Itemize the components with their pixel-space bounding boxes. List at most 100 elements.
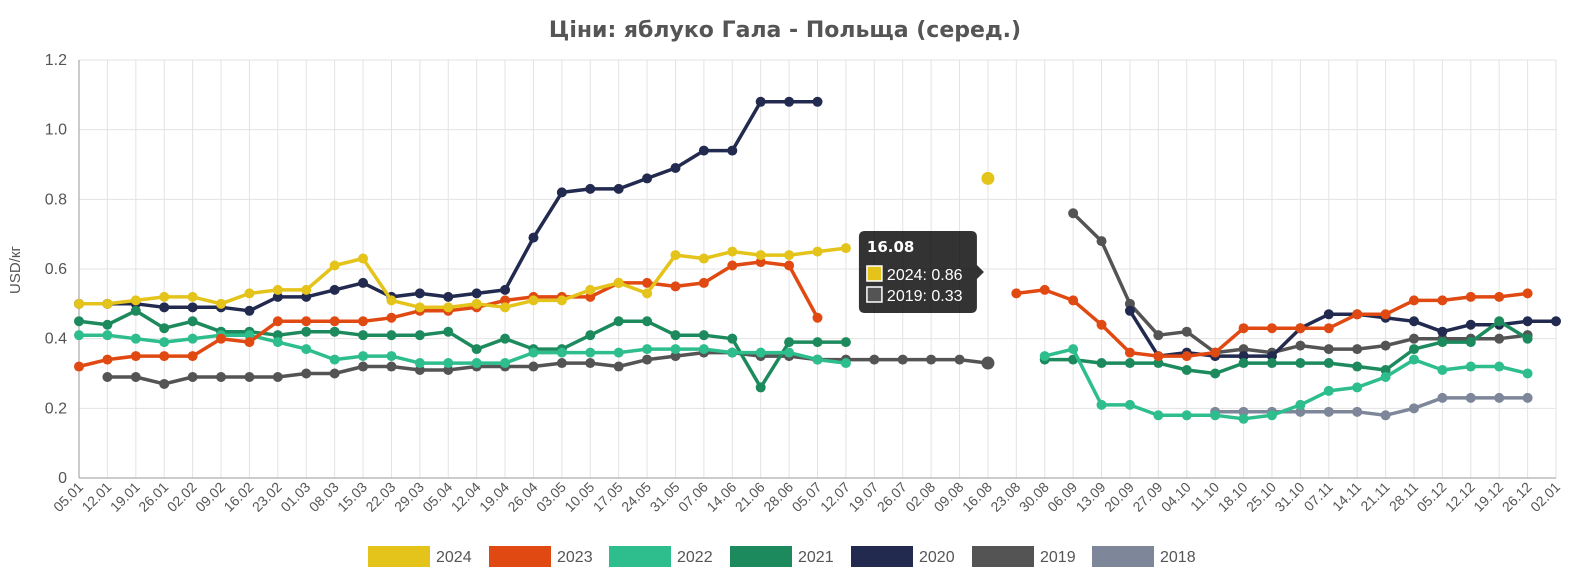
data-point-2024[interactable] bbox=[358, 253, 369, 264]
data-point-2020[interactable] bbox=[1522, 316, 1533, 327]
data-point-2021[interactable] bbox=[1153, 358, 1164, 369]
data-point-2019[interactable] bbox=[1494, 333, 1505, 344]
data-point-2021[interactable] bbox=[500, 333, 511, 344]
data-point-2021[interactable] bbox=[1494, 316, 1505, 327]
data-point-2020[interactable] bbox=[755, 96, 766, 107]
data-point-2019[interactable] bbox=[159, 378, 170, 389]
data-point-2021[interactable] bbox=[613, 316, 624, 327]
data-point-2024[interactable] bbox=[670, 250, 681, 261]
data-point-2023[interactable] bbox=[500, 295, 511, 306]
data-point-2021[interactable] bbox=[585, 330, 596, 341]
data-point-2023[interactable] bbox=[358, 316, 369, 327]
data-point-2022[interactable] bbox=[840, 358, 851, 369]
data-point-2023[interactable] bbox=[670, 281, 681, 292]
data-point-2021[interactable] bbox=[1210, 368, 1221, 379]
data-point-2022[interactable] bbox=[1494, 361, 1505, 372]
data-point-2021[interactable] bbox=[1323, 358, 1334, 369]
data-point-2023[interactable] bbox=[1437, 295, 1448, 306]
legend-item-2021[interactable]: 2021 bbox=[730, 546, 834, 567]
data-point-2022[interactable] bbox=[244, 330, 255, 341]
data-point-2022[interactable] bbox=[329, 354, 340, 365]
data-point-2022[interactable] bbox=[613, 347, 624, 358]
data-point-2023[interactable] bbox=[698, 277, 709, 288]
data-point-2019[interactable] bbox=[216, 371, 227, 382]
data-point-2018[interactable] bbox=[1494, 392, 1505, 403]
data-point-2021[interactable] bbox=[727, 333, 738, 344]
data-point-2024[interactable] bbox=[329, 260, 340, 271]
data-point-2024[interactable] bbox=[74, 298, 84, 309]
data-point-2022[interactable] bbox=[784, 347, 795, 358]
data-point-2022[interactable] bbox=[358, 351, 369, 362]
data-point-2023[interactable] bbox=[1238, 323, 1249, 334]
data-point-2018[interactable] bbox=[1437, 392, 1448, 403]
data-point-2019[interactable] bbox=[414, 365, 425, 376]
data-point-2021[interactable] bbox=[1181, 365, 1192, 376]
data-point-2023[interactable] bbox=[102, 354, 113, 365]
data-point-2022[interactable] bbox=[130, 333, 141, 344]
data-point-2021[interactable] bbox=[698, 330, 709, 341]
data-point-2023[interactable] bbox=[1096, 319, 1107, 330]
data-point-2024[interactable] bbox=[613, 277, 624, 288]
data-point-2020[interactable] bbox=[1238, 351, 1249, 362]
data-point-2024[interactable] bbox=[642, 288, 653, 299]
data-point-2022[interactable] bbox=[301, 344, 312, 355]
data-point-2022[interactable] bbox=[1153, 410, 1164, 421]
data-point-2022[interactable] bbox=[1437, 365, 1448, 376]
data-point-2021[interactable] bbox=[159, 323, 170, 334]
data-point-2020[interactable] bbox=[443, 291, 454, 302]
data-point-2019[interactable] bbox=[869, 354, 880, 365]
data-point-2020[interactable] bbox=[500, 284, 511, 295]
data-point-2021[interactable] bbox=[272, 330, 283, 341]
data-point-2021[interactable] bbox=[755, 382, 766, 393]
data-point-2022[interactable] bbox=[159, 337, 170, 348]
data-point-2020[interactable] bbox=[812, 96, 823, 107]
data-point-2022[interactable] bbox=[1295, 399, 1306, 410]
data-point-2022[interactable] bbox=[755, 347, 766, 358]
data-point-2018[interactable] bbox=[1380, 410, 1391, 421]
data-point-2022[interactable] bbox=[556, 347, 567, 358]
data-point-2021[interactable] bbox=[670, 330, 681, 341]
data-point-2023[interactable] bbox=[784, 260, 795, 271]
data-point-2020[interactable] bbox=[670, 162, 681, 173]
data-point-2019[interactable] bbox=[1238, 344, 1249, 355]
data-point-2020[interactable] bbox=[414, 288, 425, 299]
data-point-2023[interactable] bbox=[244, 337, 255, 348]
data-point-2019[interactable] bbox=[528, 361, 539, 372]
data-point-2019[interactable] bbox=[272, 371, 283, 382]
data-point-2020[interactable] bbox=[244, 305, 255, 316]
data-point-2019[interactable] bbox=[130, 371, 141, 382]
data-point-2023[interactable] bbox=[1068, 295, 1079, 306]
data-point-2020[interactable] bbox=[1551, 316, 1561, 327]
data-point-2021[interactable] bbox=[329, 326, 340, 337]
data-point-2023[interactable] bbox=[1124, 347, 1135, 358]
data-point-2024[interactable] bbox=[528, 295, 539, 306]
data-point-2024[interactable] bbox=[244, 288, 255, 299]
data-point-2023[interactable] bbox=[1323, 323, 1334, 334]
data-point-2019[interactable] bbox=[1153, 330, 1164, 341]
data-point-2021[interactable] bbox=[1380, 365, 1391, 376]
data-point-2023[interactable] bbox=[1408, 295, 1419, 306]
data-point-2018[interactable] bbox=[1295, 406, 1306, 417]
legend-item-2019[interactable]: 2019 bbox=[972, 546, 1076, 567]
data-point-2019[interactable] bbox=[443, 365, 454, 376]
data-point-2022[interactable] bbox=[585, 347, 596, 358]
data-point-2021[interactable] bbox=[1266, 358, 1277, 369]
data-point-2018[interactable] bbox=[1323, 406, 1334, 417]
data-point-2024[interactable] bbox=[301, 284, 312, 295]
data-point-2020[interactable] bbox=[1408, 316, 1419, 327]
data-point-2022[interactable] bbox=[1124, 399, 1135, 410]
data-point-2023[interactable] bbox=[1210, 347, 1221, 358]
data-point-2022[interactable] bbox=[1522, 368, 1533, 379]
data-point-2020[interactable] bbox=[613, 183, 624, 194]
data-point-2023[interactable] bbox=[1522, 288, 1533, 299]
data-point-2022[interactable] bbox=[642, 344, 653, 355]
data-point-2019[interactable] bbox=[358, 361, 369, 372]
data-point-2024[interactable] bbox=[698, 253, 709, 264]
data-point-2024[interactable] bbox=[272, 284, 283, 295]
data-point-2019[interactable] bbox=[244, 371, 255, 382]
data-point-2020[interactable] bbox=[642, 173, 653, 184]
data-point-2024[interactable] bbox=[216, 298, 227, 309]
data-point-2024[interactable] bbox=[386, 295, 397, 306]
data-point-2022[interactable] bbox=[471, 358, 482, 369]
data-point-2023[interactable] bbox=[1266, 323, 1277, 334]
